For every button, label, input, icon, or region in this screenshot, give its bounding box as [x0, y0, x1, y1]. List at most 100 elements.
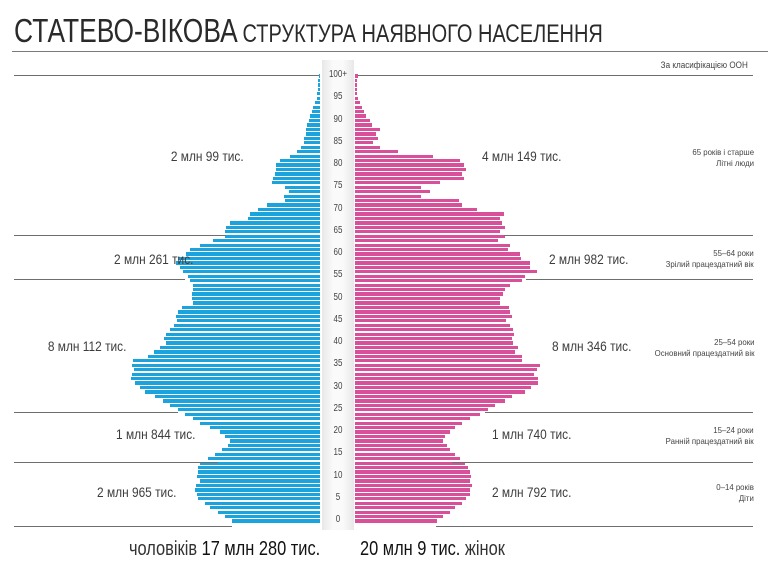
female-bar — [355, 185, 421, 189]
male-total-value: 17 млн 280 тис. — [201, 538, 320, 560]
male-group-65plus: 2 млн 99 тис. — [171, 148, 244, 164]
female-bar — [355, 225, 505, 229]
female-bar — [355, 319, 506, 323]
female-bar — [355, 114, 366, 118]
male-bar — [160, 345, 320, 350]
female-bar — [355, 305, 509, 310]
female-bar — [355, 332, 514, 336]
male-bar — [213, 239, 320, 243]
female-bar — [355, 390, 525, 394]
female-bar — [355, 92, 357, 96]
male-total: чоловіків 17 млн 280 тис. — [129, 538, 320, 561]
female-group-25-54: 8 млн 346 тис. — [552, 338, 632, 354]
male-group-0-14: 2 млн 965 тис. — [96, 484, 176, 500]
female-bar — [355, 466, 468, 470]
female-bar — [355, 167, 466, 172]
female-bar — [355, 457, 460, 461]
group-divider-line — [14, 412, 178, 413]
male-bar — [318, 78, 320, 83]
chart-title: СТАТЕВО-ВІКОВА СТРУКТУРА НАЯВНОГО НАСЕЛЕН… — [14, 12, 603, 50]
male-bar — [232, 519, 320, 523]
male-bar — [208, 457, 320, 461]
female-bar — [355, 368, 537, 372]
female-bar — [355, 470, 470, 474]
male-bar — [193, 283, 320, 287]
female-bar — [355, 283, 510, 287]
male-bar — [289, 190, 320, 194]
female-bar — [355, 363, 540, 367]
female-bar — [355, 74, 358, 78]
male-bar — [319, 74, 320, 78]
male-bar — [176, 261, 320, 265]
male-bar — [248, 216, 320, 221]
age-tick: 90 — [333, 113, 343, 125]
female-group-55-64: 2 млн 982 тис. — [549, 251, 629, 267]
female-bar — [355, 105, 362, 109]
male-bar — [178, 310, 320, 314]
female-bar — [355, 176, 464, 181]
group-divider-line — [452, 462, 753, 463]
age-tick: 5 — [335, 491, 341, 503]
male-bar — [218, 510, 320, 514]
male-bar — [188, 274, 320, 278]
female-bar — [355, 510, 450, 514]
male-bar — [192, 292, 320, 296]
male-bar — [220, 430, 320, 434]
female-bar — [355, 252, 520, 256]
side-label-0-14: 0–14 років Діти — [716, 482, 754, 503]
male-bar — [225, 234, 320, 238]
age-tick: 15 — [333, 447, 343, 459]
group-divider-line — [504, 235, 753, 236]
female-bar — [355, 123, 372, 127]
male-bar — [290, 154, 320, 158]
male-bar — [312, 110, 320, 114]
male-bar — [225, 514, 320, 519]
male-bar — [131, 377, 320, 381]
male-bar — [140, 385, 320, 390]
female-bar — [355, 483, 472, 488]
male-bar — [200, 461, 320, 465]
group-divider-line — [14, 279, 185, 280]
female-bar — [355, 150, 398, 154]
male-bar — [183, 270, 320, 274]
female-bar — [355, 474, 471, 479]
male-bar — [258, 207, 320, 212]
female-bar — [355, 190, 430, 194]
age-tick: 100+ — [328, 69, 348, 80]
male-bar — [177, 319, 320, 323]
female-bar — [355, 412, 480, 416]
male-group-55-64: 2 млн 261 тис. — [113, 251, 193, 267]
female-bar — [355, 78, 357, 83]
female-bar — [355, 448, 450, 452]
female-bar — [355, 163, 464, 167]
female-bar — [355, 443, 447, 448]
male-bar — [226, 225, 320, 229]
male-bar — [195, 488, 320, 492]
group-divider-line — [485, 412, 753, 413]
group-divider-line — [526, 279, 753, 280]
male-bar — [193, 301, 320, 305]
female-bar — [355, 417, 470, 421]
male-bar — [272, 181, 320, 185]
female-bar — [355, 145, 380, 149]
male-bar — [164, 336, 320, 341]
female-bar — [355, 247, 508, 252]
female-bar — [355, 452, 455, 456]
age-tick: 0 — [335, 514, 341, 525]
female-bar — [355, 323, 510, 327]
female-bar — [355, 381, 538, 385]
male-bar — [315, 101, 320, 105]
male-bar — [193, 417, 320, 421]
male-bar — [318, 83, 320, 87]
female-bar — [355, 154, 433, 158]
age-tick: 45 — [333, 313, 343, 325]
female-bar — [355, 256, 521, 261]
female-bar — [355, 274, 525, 278]
female-bar — [355, 261, 530, 265]
male-bar — [313, 105, 320, 109]
male-bar — [304, 141, 320, 145]
male-bar — [166, 341, 320, 345]
male-bar — [170, 328, 320, 332]
female-bar — [355, 488, 470, 492]
male-bar — [301, 145, 320, 149]
